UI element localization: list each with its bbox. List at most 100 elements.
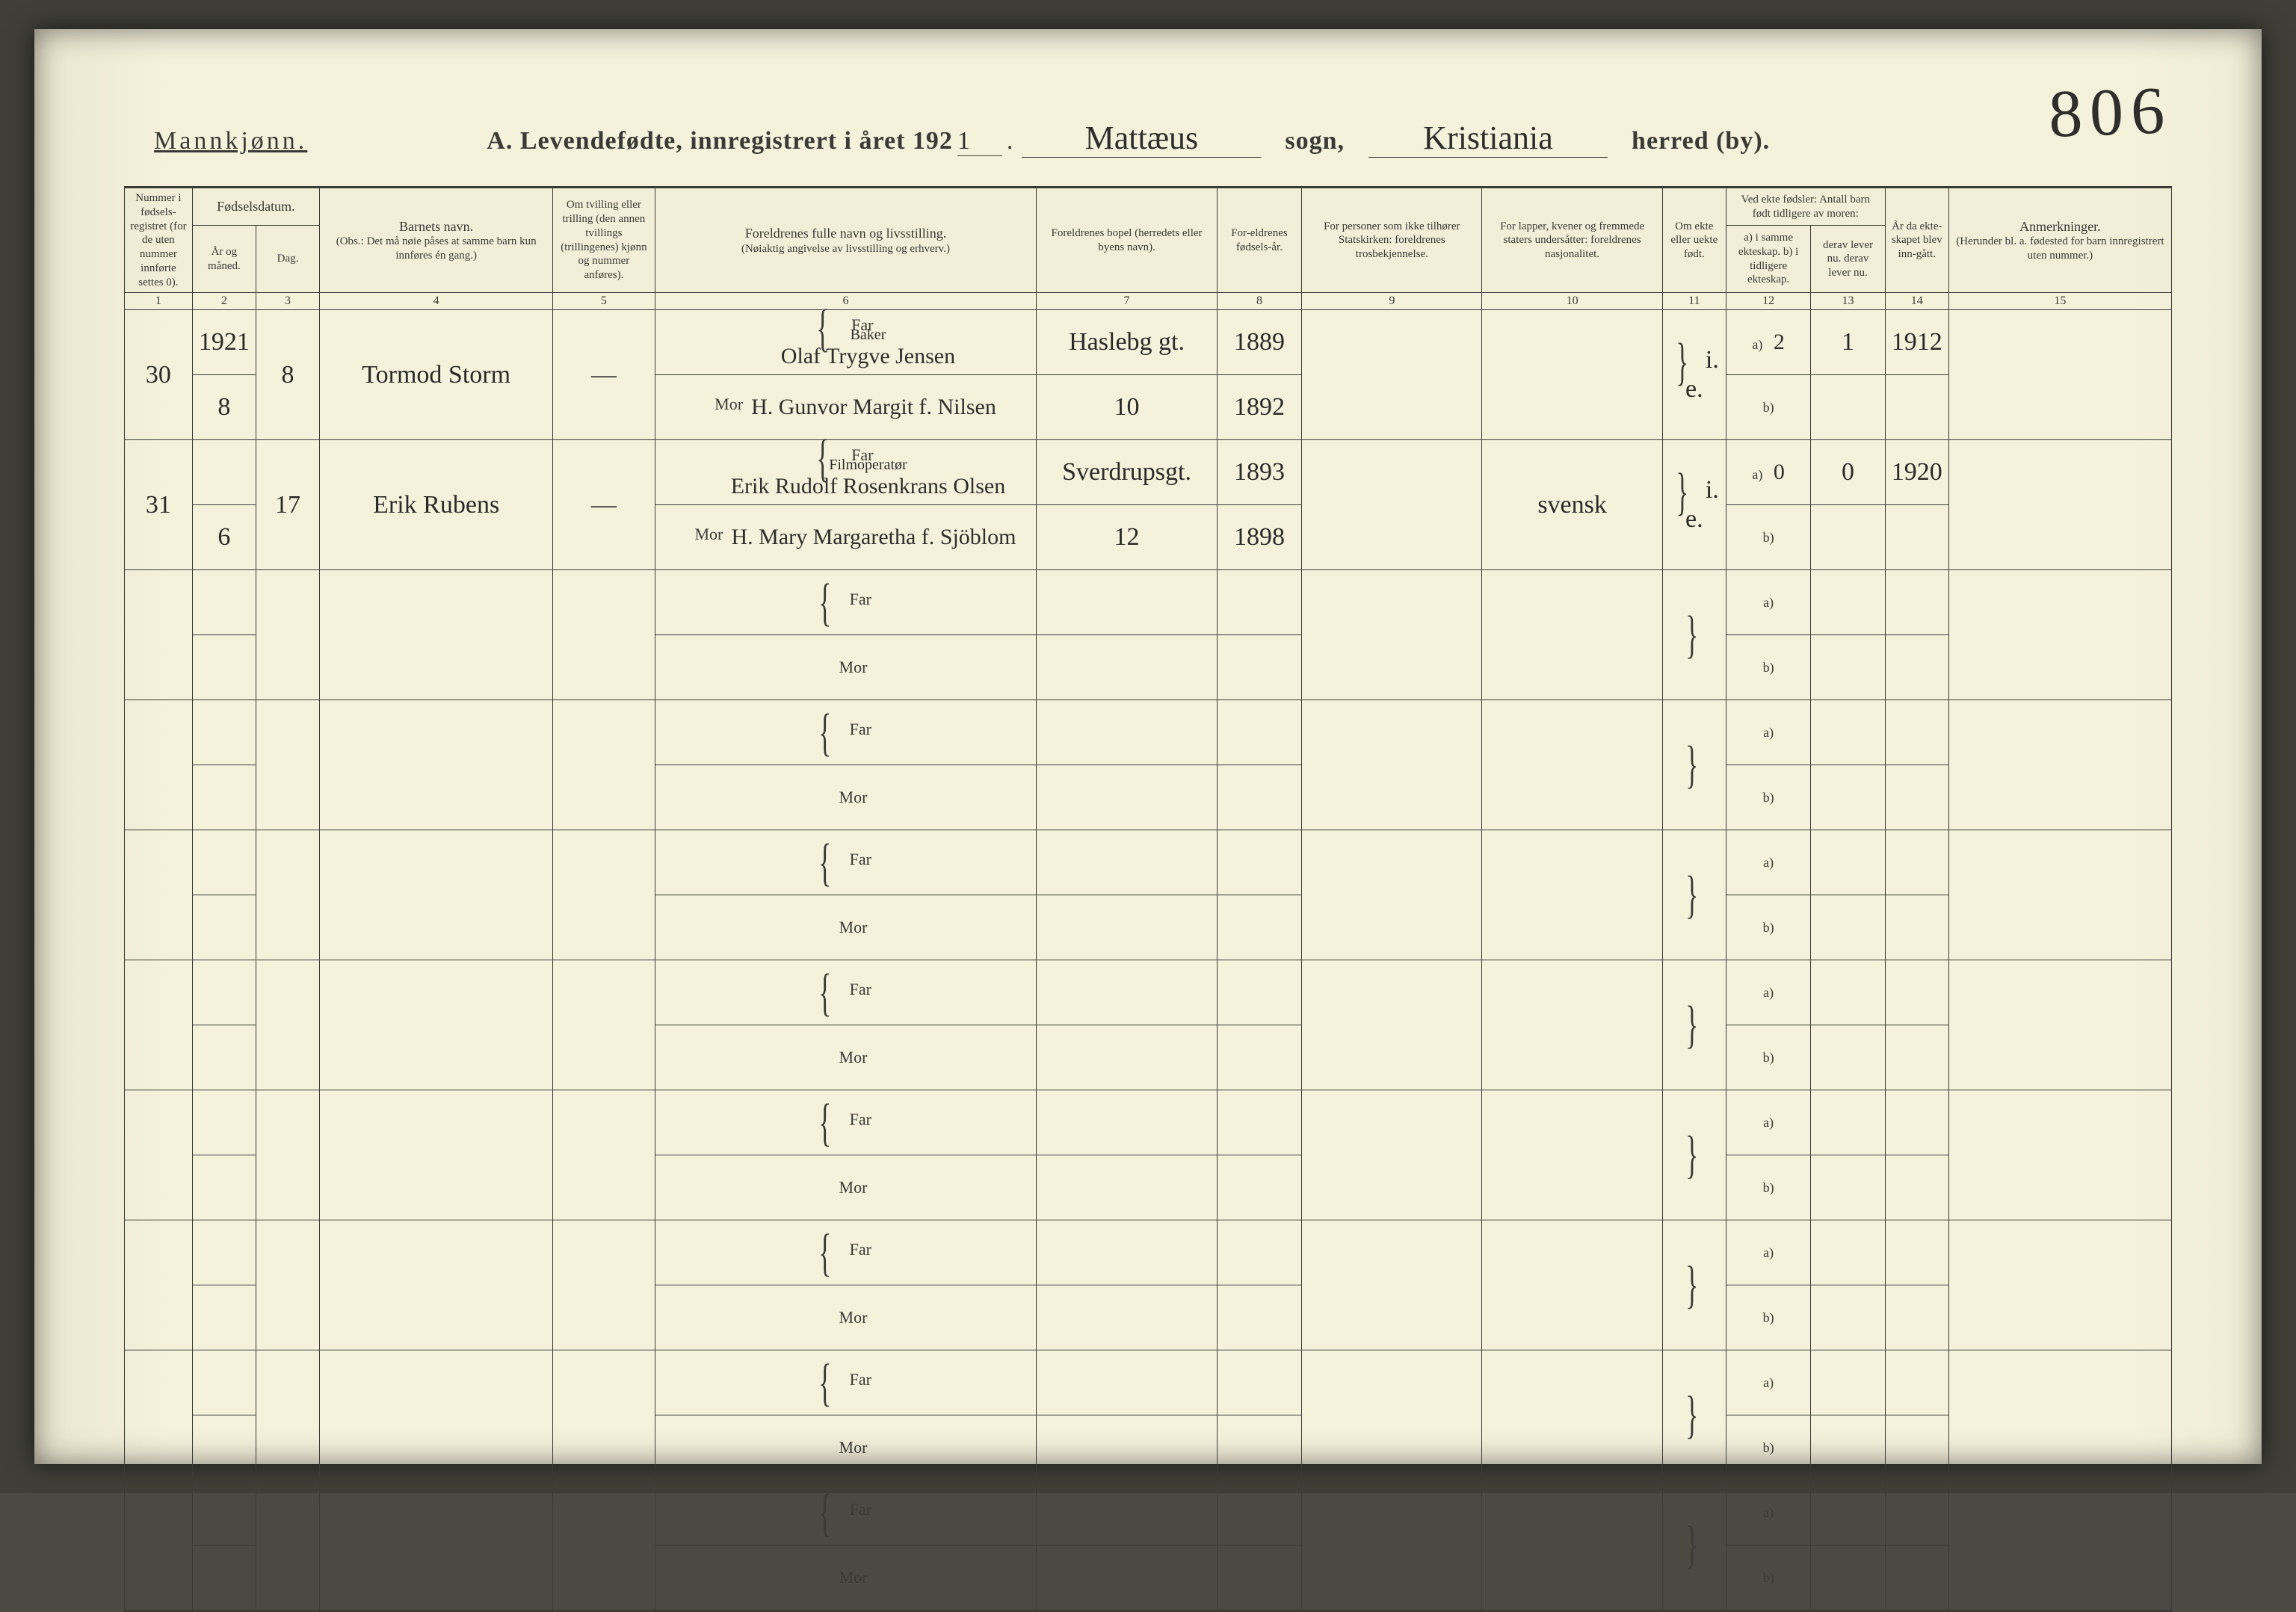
cell-year: 1921 bbox=[192, 310, 256, 375]
col-header-5: Om tvilling eller trilling (den annen tv… bbox=[553, 188, 655, 293]
table-body: 30 1921 8 Tormod Storm — { Far Baker Ola… bbox=[125, 310, 2172, 1611]
table-head: Nummer i fødsels-registret (for de uten … bbox=[125, 188, 2172, 310]
col-header-11: Om ekte eller uekte født. bbox=[1662, 188, 1726, 293]
mor-label: Mor bbox=[834, 1308, 871, 1327]
col-num: 4 bbox=[320, 293, 553, 310]
cell-c14: 1920 bbox=[1885, 440, 1948, 505]
brace-icon: } bbox=[1685, 1272, 1698, 1298]
mor-label: Mor bbox=[710, 395, 747, 414]
brace-icon: { bbox=[818, 720, 831, 746]
table-wrap: Nummer i fødsels-registret (for de uten … bbox=[124, 186, 2172, 1397]
legitimacy-value: i. e. bbox=[1685, 476, 1719, 533]
brace-icon: { bbox=[817, 315, 830, 342]
cell-month: 8 bbox=[192, 375, 256, 440]
far-label: Far bbox=[842, 980, 879, 999]
cell-remarks bbox=[1948, 310, 2171, 440]
col-header-6-title: Foreldrenes fulle navn og livsstilling. bbox=[660, 225, 1032, 242]
mother-name: H. Mary Margaretha f. Sjöblom bbox=[731, 525, 1016, 550]
sogn-value: Mattæus bbox=[1022, 119, 1261, 158]
gender-label: Mannkjønn. bbox=[154, 127, 307, 155]
c12-a-value: 0 bbox=[1774, 460, 1785, 484]
cell-c13: 0 bbox=[1811, 440, 1885, 505]
ab-b-label: b) bbox=[1763, 1440, 1774, 1455]
brace-icon: { bbox=[818, 1370, 831, 1396]
col-num: 5 bbox=[553, 293, 655, 310]
col-header-14: År da ekte-skapet blev inn-gått. bbox=[1885, 188, 1948, 293]
father-occupation: Filmoperatør bbox=[705, 457, 1032, 474]
col-header-6: Foreldrenes fulle navn og livsstilling. … bbox=[655, 188, 1037, 293]
far-label: Far bbox=[842, 1500, 879, 1519]
col-header-7: Foreldrenes bopel (herredets eller byens… bbox=[1037, 188, 1217, 293]
ab-b-label: b) bbox=[1763, 1050, 1774, 1065]
col-num: 15 bbox=[1948, 293, 2171, 310]
brace-icon: { bbox=[818, 980, 831, 1006]
father-name: Olaf Trygve Jensen bbox=[781, 344, 955, 369]
cell-religion bbox=[1302, 310, 1482, 440]
far-label: Far bbox=[842, 720, 879, 739]
ab-b-label: b) bbox=[1763, 530, 1774, 545]
far-label: Far bbox=[842, 590, 879, 609]
cell-mother: Mor H. Mary Margaretha f. Sjöblom bbox=[655, 505, 1037, 570]
year-suffix: 1 bbox=[957, 127, 1002, 156]
brace-icon: { bbox=[818, 590, 831, 616]
col-header-3: Dag. bbox=[256, 226, 319, 293]
col-header-13: derav lever nu. derav lever nu. bbox=[1811, 226, 1885, 293]
record-row: 30 1921 8 Tormod Storm — { Far Baker Ola… bbox=[125, 310, 2172, 375]
cell-residence-father: Sverdrupsgt. bbox=[1037, 440, 1217, 505]
cell-religion bbox=[1302, 440, 1482, 570]
cell-remarks bbox=[1948, 440, 2171, 570]
cell-legitimacy: } i. e. bbox=[1662, 440, 1726, 570]
cell-c12-b: b) bbox=[1726, 375, 1811, 440]
brace-icon: { bbox=[818, 1110, 831, 1136]
brace-icon: { bbox=[817, 445, 830, 472]
far-label: Far bbox=[842, 1110, 879, 1129]
cell-nationality bbox=[1482, 310, 1662, 440]
ab-a-label: a) bbox=[1763, 595, 1774, 610]
cell-twin: — bbox=[553, 440, 655, 570]
col-num: 10 bbox=[1482, 293, 1662, 310]
col-num: 12 bbox=[1726, 293, 1811, 310]
mor-label: Mor bbox=[834, 918, 871, 937]
brace-icon: { bbox=[818, 1500, 831, 1526]
ab-b-label: b) bbox=[1763, 1570, 1774, 1585]
col-num: 13 bbox=[1811, 293, 1885, 310]
ab-b-label: b) bbox=[1763, 1310, 1774, 1325]
col-num: 8 bbox=[1217, 293, 1302, 310]
empty-row: {Far } a) bbox=[125, 570, 2172, 635]
col-header-2: År og måned. bbox=[192, 226, 256, 293]
mother-name: H. Gunvor Margit f. Nilsen bbox=[751, 395, 996, 420]
col-header-9: For personer som ikke tilhører Statskirk… bbox=[1302, 188, 1482, 293]
cell-c12: a) 2 bbox=[1726, 310, 1811, 375]
col-num: 1 bbox=[125, 293, 193, 310]
ab-a-label: a) bbox=[1763, 1375, 1774, 1390]
cell-father: { Far Baker Olaf Trygve Jensen bbox=[655, 310, 1037, 375]
col-header-4: Barnets navn. (Obs.: Det må nøie påses a… bbox=[320, 188, 553, 293]
cell-month: 6 bbox=[192, 505, 256, 570]
ab-a-label: a) bbox=[1763, 1245, 1774, 1260]
mor-label: Mor bbox=[834, 1568, 871, 1587]
col-num: 6 bbox=[655, 293, 1037, 310]
far-label: Far bbox=[842, 1370, 879, 1389]
ab-a-label: a) bbox=[1763, 1115, 1774, 1130]
ab-b-label: b) bbox=[1763, 1180, 1774, 1195]
brace-icon: } bbox=[1685, 752, 1698, 778]
col-header-8: For-eldrenes fødsels-år. bbox=[1217, 188, 1302, 293]
cell-mother: Mor H. Gunvor Margit f. Nilsen bbox=[655, 375, 1037, 440]
cell-twin: — bbox=[553, 310, 655, 440]
empty-row: {Far } a) bbox=[125, 1090, 2172, 1155]
ab-a-label: a) bbox=[1752, 337, 1762, 352]
mor-label: Mor bbox=[834, 658, 871, 677]
cell-child-name: Tormod Storm bbox=[320, 310, 553, 440]
brace-icon: { bbox=[818, 850, 831, 876]
ab-b-label: b) bbox=[1763, 660, 1774, 675]
legitimacy-value: i. e. bbox=[1685, 346, 1719, 403]
col-header-6-note: (Nøiaktig angivelse av livsstilling og e… bbox=[660, 242, 1032, 256]
col-num: 7 bbox=[1037, 293, 1217, 310]
cell-father-birth: 1889 bbox=[1217, 310, 1302, 375]
col-header-15-note: (Herunder bl. a. fødested for barn innre… bbox=[1954, 235, 2167, 263]
cell-c13-b bbox=[1811, 505, 1885, 570]
mor-label: Mor bbox=[690, 525, 727, 544]
column-number-row: 1 2 3 4 5 6 7 8 9 10 11 12 13 14 bbox=[125, 293, 2172, 310]
brace-icon: { bbox=[818, 1240, 831, 1266]
cell-mother-birth: 1898 bbox=[1217, 505, 1302, 570]
